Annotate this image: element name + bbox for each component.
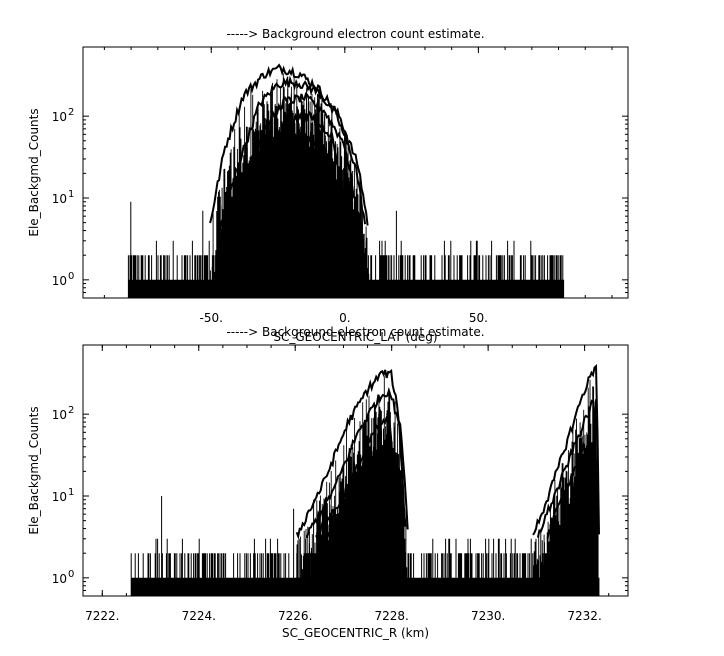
chart-panel-1: -----> Background electron count estimat… xyxy=(27,27,629,344)
x-tick-label: 7228. xyxy=(374,609,408,623)
x-tick-label: 7232. xyxy=(567,609,601,623)
x-tick-label: -50. xyxy=(200,311,223,325)
series-line xyxy=(546,442,597,540)
x-tick-label: 7230. xyxy=(471,609,505,623)
x-axis-label: SC_GEOCENTRIC_LAT (deg) xyxy=(273,330,437,344)
series-line xyxy=(232,110,351,241)
chart-panel-2: -----> Background electron count estimat… xyxy=(27,325,629,640)
x-tick-label: 7222. xyxy=(85,609,119,623)
series-line xyxy=(295,368,409,540)
x-tick-label: 0. xyxy=(339,311,350,325)
series-line xyxy=(222,92,361,240)
x-tick-label: 50. xyxy=(469,311,488,325)
y-tick-exponent: 2 xyxy=(68,107,74,118)
x-axis-label: SC_GEOCENTRIC_R (km) xyxy=(282,626,429,640)
y-tick-exponent: 1 xyxy=(68,487,74,498)
x-tick-label: 7226. xyxy=(278,609,312,623)
y-tick-exponent: 0 xyxy=(68,271,74,282)
series-line xyxy=(339,482,390,553)
series-line xyxy=(217,75,367,239)
series-line xyxy=(532,363,600,536)
data-layer xyxy=(127,63,565,298)
x-axis: 7222. 7224. 7226. 7228. 7230. 7232. xyxy=(85,345,610,623)
series-line xyxy=(243,131,345,245)
series-line xyxy=(305,387,407,539)
y-tick-label: 10 xyxy=(52,408,67,422)
y-tick-exponent: 2 xyxy=(68,405,74,416)
series-fill xyxy=(339,498,390,596)
series-8 xyxy=(546,442,597,596)
chart-title: -----> Background electron count estimat… xyxy=(226,325,484,339)
series-6 xyxy=(254,165,335,298)
y-axis-label: Ele_Backgmd_Counts xyxy=(27,406,41,534)
y-axis-label: Ele_Backgmd_Counts xyxy=(27,108,41,236)
chart-title: -----> Background electron count estimat… xyxy=(226,27,484,41)
y-tick-exponent: 0 xyxy=(68,569,74,580)
y-tick-label: 10 xyxy=(52,274,67,288)
series-line xyxy=(315,412,400,543)
data-layer xyxy=(130,363,600,596)
y-tick-exponent: 1 xyxy=(68,189,74,200)
series-5 xyxy=(339,482,390,596)
series-line xyxy=(209,63,369,226)
y-tick-label: 10 xyxy=(52,192,67,206)
y-tick-label: 10 xyxy=(52,490,67,504)
series-line xyxy=(536,399,599,538)
x-axis: -50. 0. 50. xyxy=(103,47,613,325)
y-tick-label: 10 xyxy=(52,572,67,586)
series-line xyxy=(324,454,393,542)
series-line xyxy=(254,165,335,244)
x-tick-label: 7224. xyxy=(182,609,216,623)
series-fill xyxy=(254,173,335,298)
series-fill xyxy=(546,460,597,596)
y-tick-label: 10 xyxy=(52,110,67,124)
